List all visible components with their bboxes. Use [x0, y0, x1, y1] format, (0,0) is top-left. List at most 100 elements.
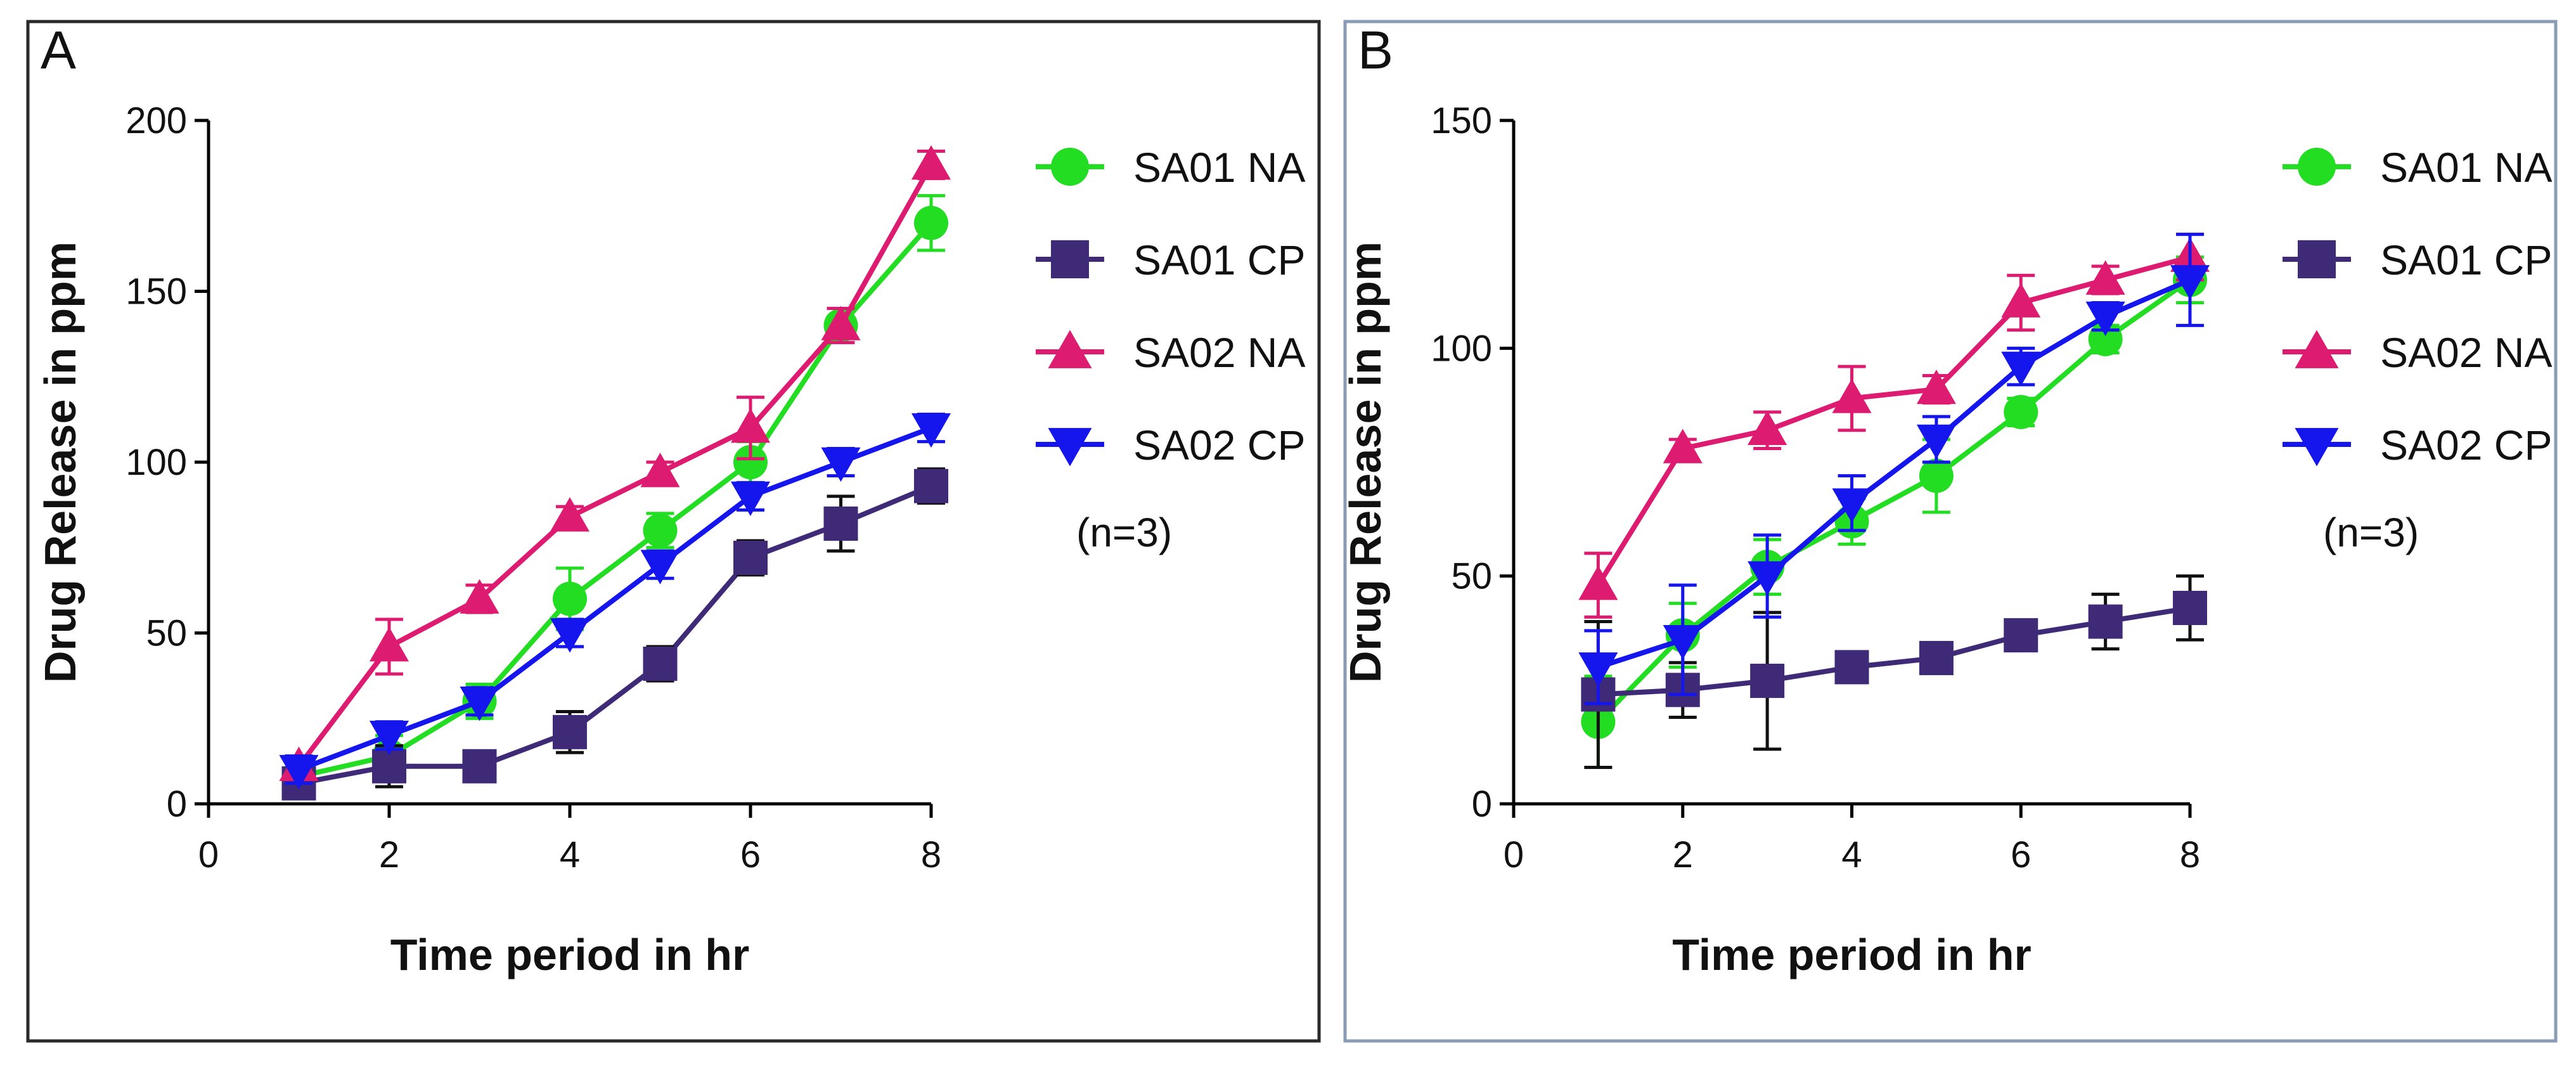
panel-a-series-sa02-na-point	[640, 453, 680, 488]
panel-a-legend-item-sa02-na: SA02 NA	[1036, 329, 1305, 376]
panel-b-x-tick-label: 6	[2011, 834, 2031, 875]
panel-b-y-tick-label: 0	[1472, 784, 1492, 825]
panel-b-y-tick-label: 100	[1431, 328, 1492, 369]
panel-a-y-tick-label: 0	[167, 784, 187, 825]
panel-a-series-sa02-cp-point	[821, 447, 861, 482]
panel-a-legend-item-sa02-cp: SA02 CP	[1036, 422, 1305, 468]
panel-a-y-tick-label: 150	[126, 271, 187, 313]
panel-a-series-sa02-na-point	[821, 306, 861, 340]
panel-a-x-tick-label: 0	[198, 834, 219, 875]
panel-a-series-sa01-cp-point	[823, 507, 858, 541]
panel-b-series-sa01-cp-point	[2088, 604, 2123, 639]
panel-a: A 0 2 4 6 8 0 50 100 150 200 Time period in hr Drug …	[26, 20, 1321, 1043]
panel-b-series-sa01-na-line	[1596, 278, 2192, 724]
panel-b-series-sa02-na-point	[1748, 410, 1787, 445]
panel-b-x-tick-label: 8	[2180, 834, 2200, 875]
panel-a-series-sa02-na-point	[730, 408, 771, 443]
panel-b-series-sa02-cp-point	[1916, 424, 1956, 460]
panel-b-legend-item-sa01-cp: SA01 CP	[2283, 236, 2552, 283]
panel-b-legend: SA01 NA SA01 CP SA02 NA SA02 CP (n=3)	[2283, 144, 2552, 555]
legend-label: SA02 NA	[2380, 329, 2552, 376]
panel-b-series-sa01-cp-point	[1834, 650, 1869, 685]
panel-a-sample-note: (n=3)	[1076, 510, 1172, 555]
legend-swatch-marker	[1048, 330, 1092, 368]
legend-label: SA02 CP	[1133, 422, 1305, 468]
panel-b-series-sa02-cp-point	[1578, 652, 1618, 687]
legend-swatch-marker	[1048, 428, 1092, 467]
panel-a-series-sa02-na-line	[297, 164, 934, 768]
panel-a-series-sa02-na-point	[369, 627, 409, 662]
panel-b-series-sa02-cp-point	[1663, 624, 1703, 660]
legend-label: SA01 CP	[2380, 236, 2552, 283]
panel-b-series-sa02-na-point	[1916, 369, 1956, 404]
panel-b-series-sa01-cp	[1581, 574, 2207, 770]
panel-a-series-sa02-cp-point	[730, 481, 771, 516]
panel-a-series-sa02-cp-point	[279, 754, 319, 790]
legend-label: SA02 NA	[1133, 329, 1305, 376]
panel-a-y-tick-label: 100	[126, 442, 187, 483]
legend-swatch-marker	[1051, 148, 1089, 186]
panel-b-series-sa01-cp-point	[2004, 618, 2038, 653]
legend-label: SA01 NA	[2380, 144, 2552, 191]
panel-a-x-axis-title: Time period in hr	[390, 930, 750, 979]
panel-a-series-sa02-na-point	[460, 579, 499, 614]
panel-a-series-sa01-na-point	[643, 513, 678, 548]
panel-b-label: B	[1358, 20, 1393, 80]
legend-swatch-marker	[2298, 148, 2336, 186]
panel-b-series-sa01-cp-point	[2173, 590, 2207, 625]
panel-a-series-sa02-cp-point	[369, 720, 409, 756]
panel-b-series-sa02-cp-point	[2085, 301, 2125, 337]
legend-swatch-marker	[1051, 240, 1089, 278]
panel-b-series-sa02-na	[1578, 233, 2210, 619]
panel-a-series-sa02-cp-point	[911, 413, 951, 448]
panel-b-series-sa02-na-point	[1578, 565, 1618, 600]
panel-b-series-sa02-na-point	[2001, 283, 2041, 318]
panel-b-series-sa02-na-point	[1663, 429, 1703, 463]
panel-a-legend: SA01 NA SA01 CP SA02 NA SA02 CP (n=3)	[1036, 144, 1305, 555]
panel-a-series-sa01-cp-point	[462, 749, 497, 784]
panel-b-series-sa02-cp-point	[2001, 351, 2041, 387]
legend-label: SA02 CP	[2380, 422, 2552, 468]
panel-b-legend-item-sa02-na: SA02 NA	[2283, 329, 2552, 376]
panel-b-series-sa01-cp-point	[1750, 663, 1785, 698]
panel-a-series-sa01-na-line	[298, 221, 934, 779]
panel-b-sample-note: (n=3)	[2323, 510, 2419, 555]
panel-a-x-tick-label: 8	[921, 834, 941, 875]
panel-b-y-tick-label: 50	[1451, 556, 1492, 597]
legend-label: SA01 NA	[1133, 144, 1305, 191]
panel-b-series-sa02-cp-point	[1748, 561, 1787, 596]
panel-b-frame	[1343, 20, 2558, 1043]
panel-b-series-sa02-cp-point	[1832, 488, 1872, 523]
panel-b: B 0 2 4 6 8 0 50 100 150 Time period in hr Drug Rel…	[1341, 20, 2558, 1043]
panel-b-x-tick-label: 0	[1504, 834, 1524, 875]
panel-b-legend-item-sa01-na: SA01 NA	[2283, 144, 2552, 191]
panel-a-legend-item-sa01-na: SA01 NA	[1036, 144, 1305, 191]
panel-b-y-axis-title: Drug Release in ppm	[1341, 242, 1390, 683]
panel-a-series-sa01-na-point	[733, 445, 768, 479]
panel-a-series-sa02-na-point	[550, 497, 590, 532]
panel-b-series-sa01-cp-point	[1919, 641, 1954, 676]
panel-b-y-tick-label: 150	[1431, 100, 1492, 141]
panel-b-series-sa02-na-point	[1832, 378, 1872, 413]
panel-a-series-sa02-na-point	[911, 145, 951, 180]
legend-swatch-marker	[2298, 240, 2336, 278]
panel-b-series-sa02-cp-point	[2170, 265, 2210, 300]
panel-a-series-sa02-cp-line	[298, 425, 932, 772]
panel-b-legend-item-sa02-cp: SA02 CP	[2283, 422, 2552, 468]
panel-a-series-sa02-cp-point	[640, 550, 680, 584]
panel-a-y-axis-title: Drug Release in ppm	[35, 242, 85, 683]
legend-swatch-marker	[2295, 330, 2339, 368]
panel-b-series-sa02-na-point	[2085, 260, 2125, 295]
panel-a-frame	[26, 20, 1321, 1043]
panel-b-x-axis-title: Time period in hr	[1672, 930, 2032, 979]
panel-a-series-sa01-cp-point	[643, 647, 678, 681]
panel-a-series-sa02-cp-point	[550, 618, 590, 653]
panel-a-series-sa01-na-point	[553, 581, 587, 616]
panel-a-x-tick-label: 2	[379, 834, 399, 875]
legend-swatch-marker	[2295, 428, 2339, 467]
panel-a-label: A	[41, 20, 76, 80]
panel-a-series-sa01-cp-point	[553, 714, 587, 749]
panel-a-series-sa02-cp-point	[460, 687, 499, 721]
panel-a-series-sa02-cp	[279, 413, 951, 790]
